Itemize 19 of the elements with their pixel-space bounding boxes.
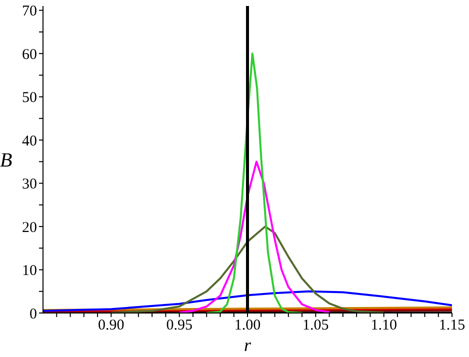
x-axis-title: r [244,335,252,355]
x-tick-label: 1.00 [234,318,261,334]
line-series [178,160,330,313]
line-series [206,52,304,313]
y-tick-label: 60 [22,46,37,63]
y-tick-label: 70 [22,4,37,20]
x-tick-label: 1.15 [438,318,466,334]
y-tick-label: 50 [22,90,37,106]
line-series [110,226,385,313]
y-tick-label: 40 [22,133,37,150]
x-tick-label: 0.90 [98,318,124,334]
y-tick-label: 20 [22,220,37,236]
y-tick-label: 0 [30,306,37,322]
y-tick-label: 30 [22,176,37,193]
x-tick-label: 0.95 [166,318,192,334]
x-tick-label: 1.10 [370,318,397,334]
x-tick-label: 1.05 [302,318,329,334]
y-tick-label: 10 [22,263,37,280]
y-axis-title: B [0,150,12,172]
